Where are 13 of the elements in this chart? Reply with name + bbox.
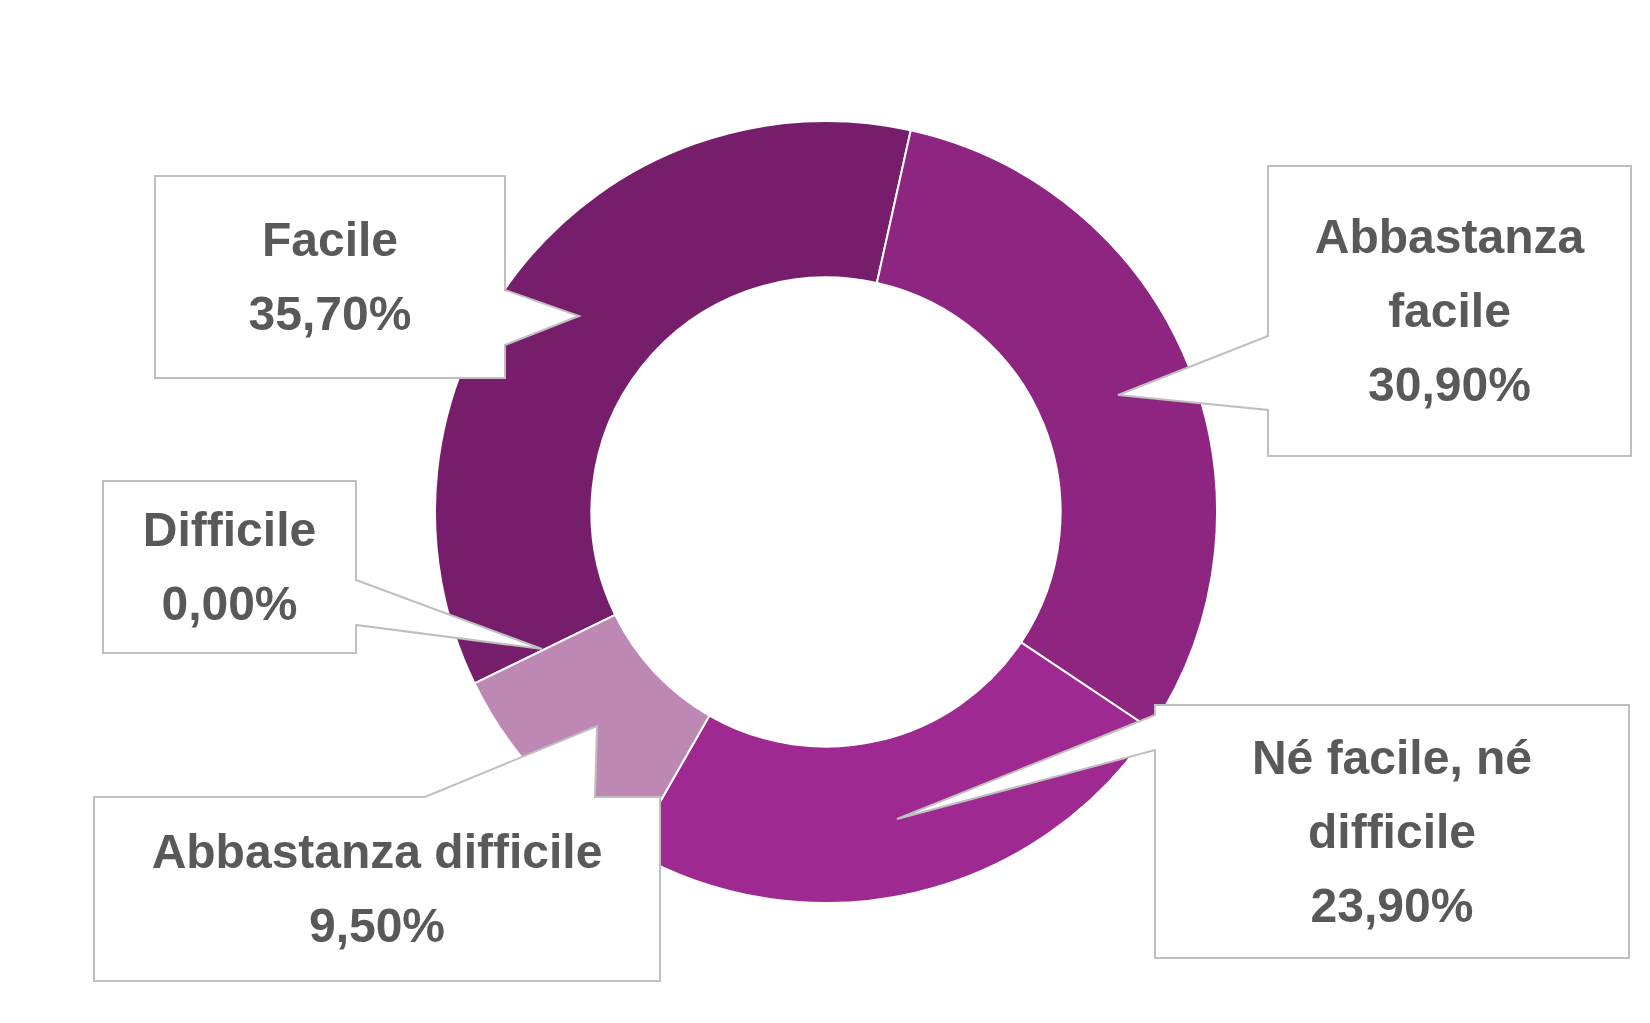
slice-label: Né facile, né difficile: [1250, 729, 1534, 860]
slice-label: Abbastanza difficile: [151, 824, 603, 880]
data-label: 9,50%: [308, 898, 446, 954]
data-label: 30,90%: [1368, 357, 1531, 413]
data-label: 23,90%: [1310, 877, 1474, 934]
data-label: 35,70%: [248, 286, 412, 342]
callout-box: Né facile, né difficile 23,90%: [896, 704, 1630, 959]
callout-box: Difficile 0,00%: [102, 480, 543, 654]
callout-box: Facile 35,70%: [154, 175, 580, 379]
slice-label: Abbastanza facile: [1313, 209, 1586, 339]
callout-box: Abbastanza difficile 9,50%: [93, 725, 661, 982]
slice-label: Facile: [261, 212, 399, 268]
callout-box: Abbastanza facile 30,90%: [1117, 165, 1632, 457]
